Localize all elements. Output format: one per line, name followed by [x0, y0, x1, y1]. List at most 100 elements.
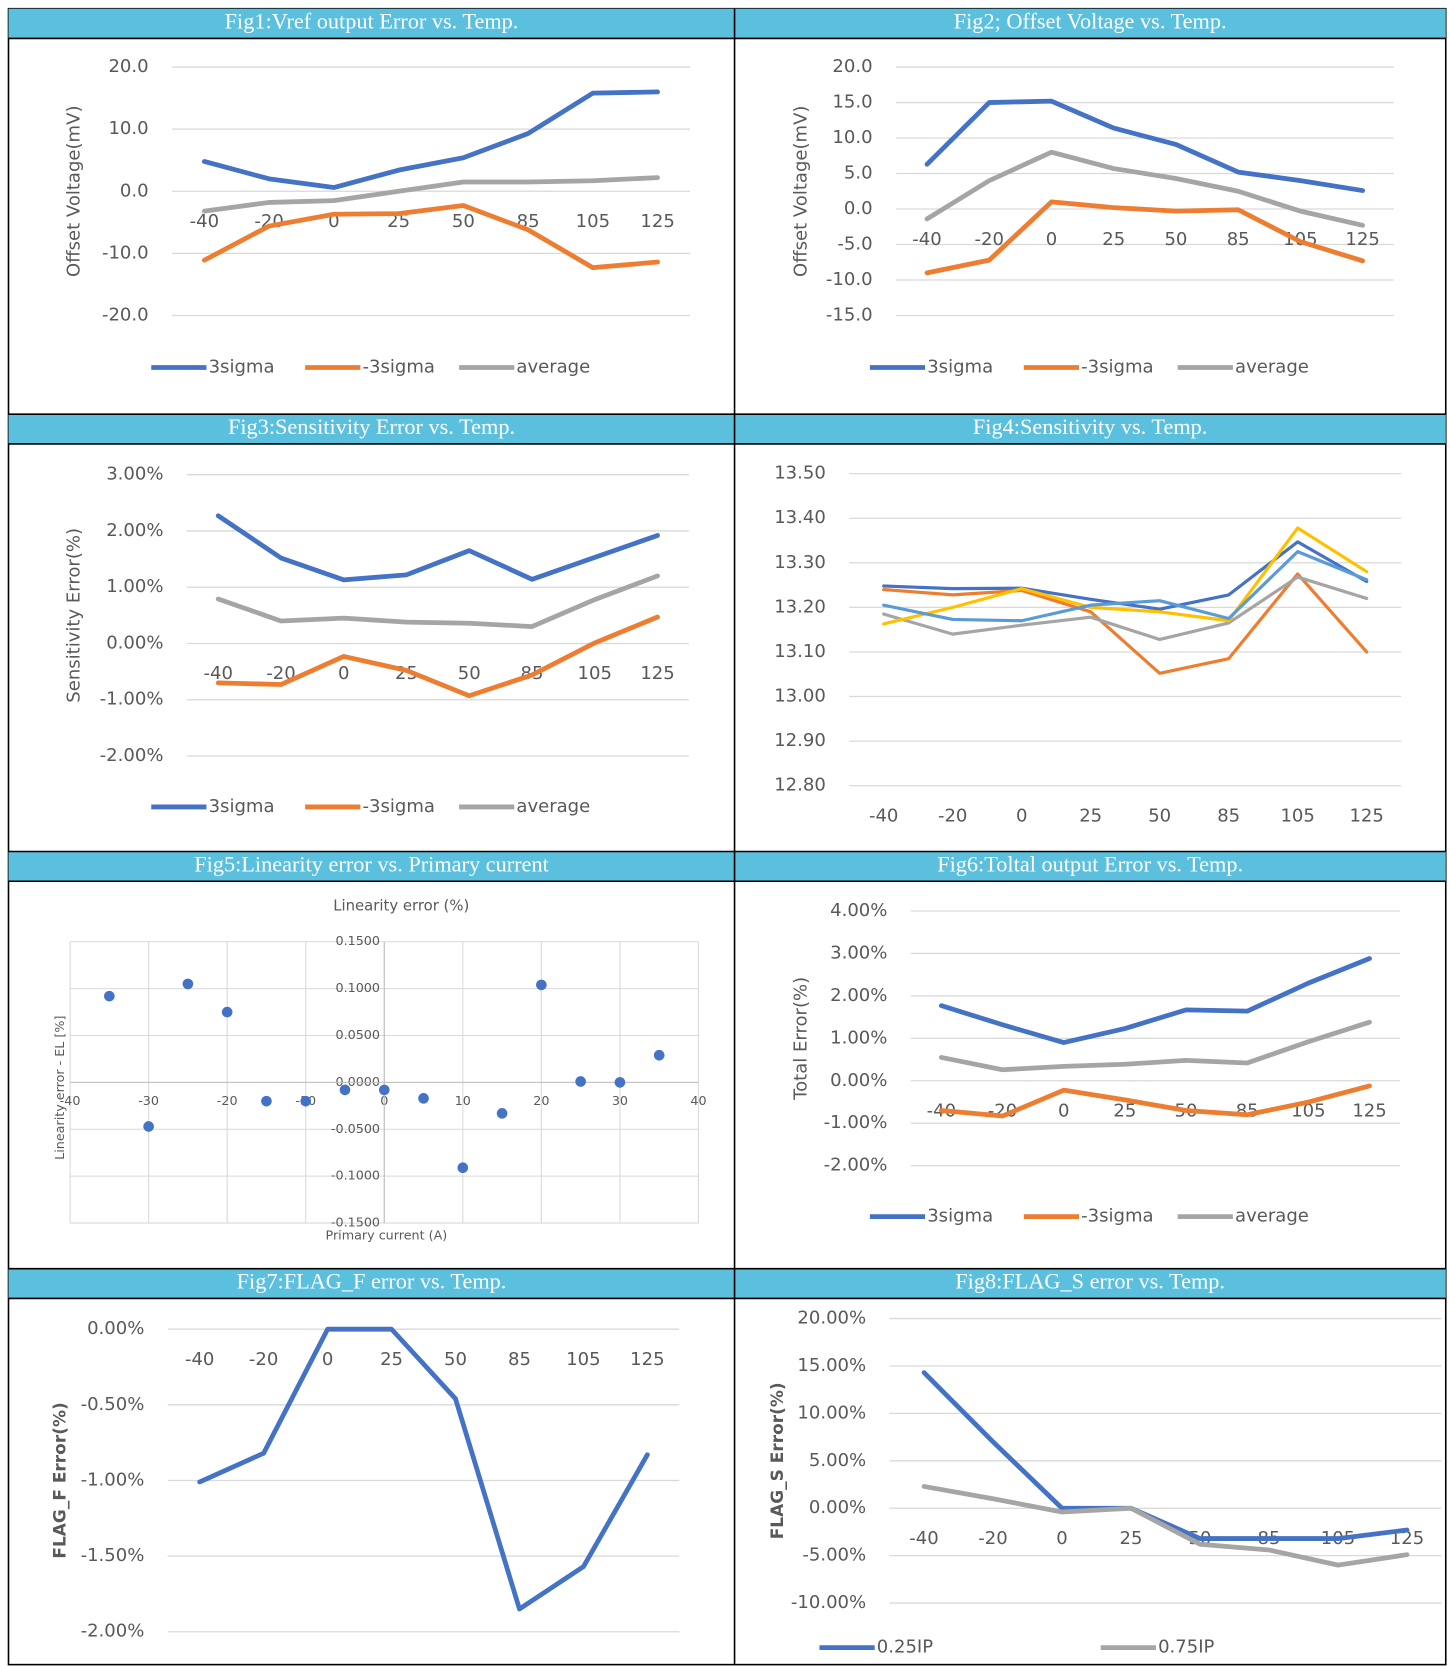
y-tick-label: -2.00% — [824, 1155, 888, 1176]
y-tick-label: 13.20 — [774, 596, 826, 617]
y-tick-label: 13.00 — [774, 686, 826, 707]
y-tick-label: -10.0 — [102, 242, 149, 263]
series-line — [201, 203, 660, 271]
y-tick-label: 15.00% — [797, 1355, 866, 1376]
series-line — [938, 956, 1372, 1045]
y-tick-label: 12.90 — [774, 730, 826, 751]
y-tick-label: -1.00% — [824, 1112, 888, 1133]
x-tick-label: 85 — [508, 1349, 531, 1370]
y-axis-label: Sensitivity Error(%) — [63, 528, 84, 703]
x-tick-label: 30 — [612, 1094, 628, 1109]
x-tick-label: 125 — [1345, 229, 1379, 250]
series-line — [938, 1019, 1372, 1073]
x-tick-label: 125 — [640, 663, 674, 684]
x-tick-label: -40 — [912, 229, 941, 250]
series-line — [924, 199, 1366, 276]
x-axis-label: Primary current (A) — [326, 1228, 448, 1243]
scatter-point — [143, 1121, 154, 1132]
x-tick-label: 0 — [1058, 1101, 1069, 1122]
series-line — [924, 98, 1366, 193]
x-tick-label: -30 — [138, 1094, 159, 1109]
x-tick-label: 0 — [1016, 805, 1027, 826]
series-line — [201, 89, 660, 190]
series-line — [201, 175, 660, 214]
x-tick-label: 0 — [1046, 229, 1057, 250]
legend-label: -3sigma — [1081, 356, 1153, 377]
series-line — [921, 1370, 1410, 1541]
y-tick-label: 0.00% — [87, 1318, 144, 1339]
y-tick-label: 4.00% — [830, 900, 887, 921]
x-tick-label: 25 — [1120, 1528, 1143, 1549]
legend-label: 3sigma — [209, 356, 275, 377]
y-axis-label: Offset Voltage(mV) — [790, 106, 811, 278]
scatter-point — [261, 1095, 272, 1107]
x-tick-label: -40 — [60, 1094, 81, 1109]
header-bar — [8, 851, 1446, 882]
y-tick-label: 3.00% — [830, 942, 887, 963]
y-tick-label: -5.00% — [802, 1545, 866, 1566]
y-tick-label: -0.50% — [81, 1394, 145, 1415]
x-tick-label: 25 — [1102, 229, 1125, 250]
series-line — [921, 1484, 1410, 1568]
y-tick-label: 0.1500 — [335, 934, 380, 949]
legend-label: 3sigma — [927, 356, 993, 377]
y-tick-label: 2.00% — [106, 520, 163, 541]
figure-title: Fig1:Vref output Error vs. Temp. — [225, 9, 519, 34]
x-tick-label: -20 — [938, 805, 967, 826]
cell-borders — [8, 8, 1446, 1665]
y-tick-label: -2.00% — [100, 745, 164, 766]
x-tick-label: -40 — [909, 1528, 938, 1549]
y-tick-label: 13.30 — [774, 552, 826, 573]
x-tick-label: 50 — [1148, 805, 1171, 826]
x-tick-label: 0 — [328, 211, 339, 232]
x-tick-label: 40 — [690, 1094, 706, 1109]
figure-title: Fig3:Sensitivity Error vs. Temp. — [228, 414, 515, 439]
scatter-point — [496, 1108, 508, 1119]
legend-label: 0.25IP — [877, 1637, 933, 1658]
x-tick-label: -40 — [185, 1349, 214, 1370]
header-bars — [8, 8, 1446, 1299]
header-bar — [8, 8, 1446, 39]
y-tick-label: 1.00% — [830, 1027, 887, 1048]
y-tick-label: -10.0 — [826, 269, 873, 290]
legend-label: average — [516, 796, 590, 817]
scatter-point — [418, 1093, 429, 1104]
x-tick-label: -40 — [203, 663, 232, 684]
scatter-point — [378, 1084, 390, 1096]
x-tick-label: -20 — [975, 229, 1004, 250]
figure-title: Fig2; Offset Voltage vs. Temp. — [954, 9, 1227, 34]
x-tick-label: 25 — [387, 211, 410, 232]
table-frame — [7, 7, 1447, 1666]
series-line — [215, 513, 660, 583]
y-tick-label: -1.50% — [81, 1545, 145, 1566]
legend-label: average — [1235, 1206, 1309, 1227]
series-line — [938, 1083, 1372, 1119]
header-bar — [8, 414, 1446, 444]
legend-label: 3sigma — [927, 1206, 993, 1227]
series-line — [882, 575, 1369, 642]
scatter-point — [457, 1162, 469, 1174]
y-tick-label: 0.1000 — [335, 981, 380, 996]
x-tick-label: 105 — [576, 211, 610, 232]
x-tick-label: 0 — [1056, 1528, 1067, 1549]
y-axis-label: FLAG_F Error(%) — [51, 1402, 71, 1558]
series-line — [215, 573, 660, 629]
x-tick-label: 105 — [566, 1349, 600, 1370]
legend-label: average — [1235, 356, 1309, 377]
y-tick-label: 0.00% — [830, 1070, 887, 1091]
x-tick-label: -20 — [249, 1349, 278, 1370]
figure-title: Fig4:Sensitivity vs. Temp. — [973, 414, 1208, 439]
y-tick-label: 0.00% — [106, 632, 163, 653]
y-tick-label: 2.00% — [830, 985, 887, 1006]
x-tick-label: 25 — [1079, 805, 1102, 826]
figure-title: Fig8:FLAG_S error vs. Temp. — [955, 1269, 1225, 1294]
figure-title: Fig7:FLAG_F error vs. Temp. — [237, 1269, 507, 1294]
y-axis-label: Linearity error - EL [%] — [53, 1016, 68, 1160]
y-tick-label: -1.00% — [100, 689, 164, 710]
y-tick-label: 0.0500 — [335, 1028, 380, 1043]
x-tick-label: -40 — [190, 211, 219, 232]
scatter-point — [339, 1084, 351, 1096]
x-tick-label: 0 — [322, 1349, 333, 1370]
series-line — [215, 614, 660, 699]
